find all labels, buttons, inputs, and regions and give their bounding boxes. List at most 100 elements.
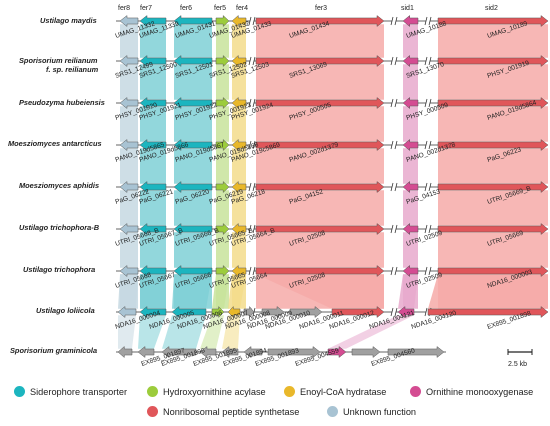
legend-label: Ornithine monooxygenase bbox=[426, 386, 534, 397]
legend-swatch bbox=[284, 386, 295, 397]
legend-item-nrps: Nonribosomal peptide synthetase bbox=[147, 406, 299, 417]
gene-arrow-nrps bbox=[255, 264, 385, 278]
gene-arrow-other bbox=[243, 305, 255, 319]
legend-label: Unknown function bbox=[343, 406, 417, 417]
gene-arrow-enoyl bbox=[231, 54, 247, 68]
species-name: Ustilago maydis bbox=[40, 16, 97, 25]
legend-label: Enoyl-CoA hydratase bbox=[300, 386, 387, 397]
break-mark bbox=[248, 98, 252, 108]
gene-arrow-enoyl bbox=[231, 96, 247, 110]
column-label-fer4: fer4 bbox=[236, 5, 248, 12]
gene-arrow-nrps bbox=[437, 96, 549, 110]
homology-band bbox=[120, 106, 138, 142]
gene-arrow-other bbox=[117, 345, 133, 359]
legend-swatch bbox=[14, 386, 25, 397]
gene-arrow-unknown bbox=[119, 138, 139, 152]
homology-band bbox=[140, 274, 166, 309]
legend-item-hydroxyornithine: Hydroxyornithine acylase bbox=[147, 386, 266, 397]
homology-band bbox=[174, 190, 212, 226]
gene-arrow-ornithine bbox=[402, 14, 419, 28]
homology-band bbox=[174, 64, 212, 100]
homology-band bbox=[174, 106, 212, 142]
break-mark bbox=[390, 140, 394, 150]
homology-band bbox=[398, 274, 418, 309]
gene-arrow-siderophore bbox=[173, 264, 213, 278]
homology-band bbox=[256, 106, 384, 142]
species-name: Moesziomyces aphidis bbox=[19, 181, 99, 190]
homology-band bbox=[403, 24, 418, 58]
break-mark bbox=[428, 56, 432, 66]
break-gap bbox=[426, 142, 430, 148]
break-gap bbox=[250, 226, 254, 232]
homology-band bbox=[232, 232, 246, 268]
break-mark bbox=[394, 140, 398, 150]
break-gap bbox=[392, 18, 396, 24]
column-label-sid2: sid2 bbox=[485, 5, 498, 12]
break-mark bbox=[390, 56, 394, 66]
homology-band bbox=[140, 190, 166, 226]
gene-arrow-siderophore bbox=[173, 14, 213, 28]
break-mark bbox=[428, 224, 432, 234]
homology-band bbox=[438, 24, 548, 58]
gene-arrow-siderophore bbox=[171, 305, 207, 319]
break-mark bbox=[248, 266, 252, 276]
homology-band bbox=[438, 148, 548, 184]
gene-arrow-hydroxy bbox=[211, 305, 225, 319]
homology-band bbox=[232, 24, 246, 58]
break-mark bbox=[248, 140, 252, 150]
break-mark bbox=[252, 224, 256, 234]
gene-arrow-nrps bbox=[255, 96, 385, 110]
gene-arrow-nrps bbox=[331, 305, 385, 319]
homology-band bbox=[403, 190, 418, 226]
break-mark bbox=[424, 98, 428, 108]
homology-band bbox=[232, 106, 246, 142]
break-mark bbox=[248, 182, 252, 192]
gene-arrow-other bbox=[199, 345, 217, 359]
break-mark bbox=[252, 98, 256, 108]
gene-arrow-unknown bbox=[117, 305, 137, 319]
gene-arrow-nrps bbox=[427, 305, 549, 319]
break-mark bbox=[424, 224, 428, 234]
gene-arrow-enoyl bbox=[231, 180, 247, 194]
break-gap bbox=[426, 226, 430, 232]
gene-arrow-other bbox=[243, 345, 263, 359]
break-mark bbox=[428, 182, 432, 192]
species-name-line2: f. sp. reilianum bbox=[46, 65, 99, 74]
gene-arrow-nrps bbox=[255, 180, 385, 194]
break-gap bbox=[250, 100, 254, 106]
homology-band bbox=[232, 64, 246, 100]
homology-band bbox=[216, 232, 229, 268]
gene-arrow-enoyl bbox=[231, 264, 247, 278]
break-gap bbox=[392, 142, 396, 148]
break-mark bbox=[248, 16, 252, 26]
homology-band bbox=[232, 148, 246, 184]
gene-arrow-ornithine bbox=[397, 305, 415, 319]
homology-band bbox=[438, 190, 548, 226]
gene-arrow-nrps bbox=[437, 222, 549, 236]
gene-arrow-unknown bbox=[119, 264, 139, 278]
break-gap bbox=[392, 309, 396, 315]
homology-band bbox=[222, 315, 240, 349]
break-gap bbox=[250, 268, 254, 274]
legend-swatch bbox=[410, 386, 421, 397]
break-gap bbox=[426, 268, 430, 274]
gene-arrow-ornithine bbox=[402, 264, 419, 278]
species-name: Ustilago trichophora bbox=[23, 265, 95, 274]
homology-bands bbox=[118, 24, 548, 349]
gene-arrow-siderophore bbox=[139, 264, 167, 278]
homology-band bbox=[120, 24, 138, 58]
homology-band bbox=[232, 190, 246, 226]
homology-band bbox=[140, 106, 166, 142]
gene-arrow-other bbox=[267, 345, 321, 359]
break-mark bbox=[252, 16, 256, 26]
gene-arrow-other bbox=[261, 305, 285, 319]
break-mark bbox=[424, 307, 428, 317]
homology-band bbox=[140, 148, 166, 184]
gene-arrow-siderophore bbox=[139, 305, 167, 319]
break-gap bbox=[392, 100, 396, 106]
break-mark bbox=[424, 266, 428, 276]
homology-band bbox=[216, 64, 229, 100]
gene-cluster-diagram: UMAG_11332UMAG_11339UMAG_01431UMAG_01432… bbox=[8, 5, 549, 368]
species-name: Ustilago trichophora-B bbox=[19, 223, 100, 232]
legend-label: Siderophore transporter bbox=[30, 386, 128, 397]
